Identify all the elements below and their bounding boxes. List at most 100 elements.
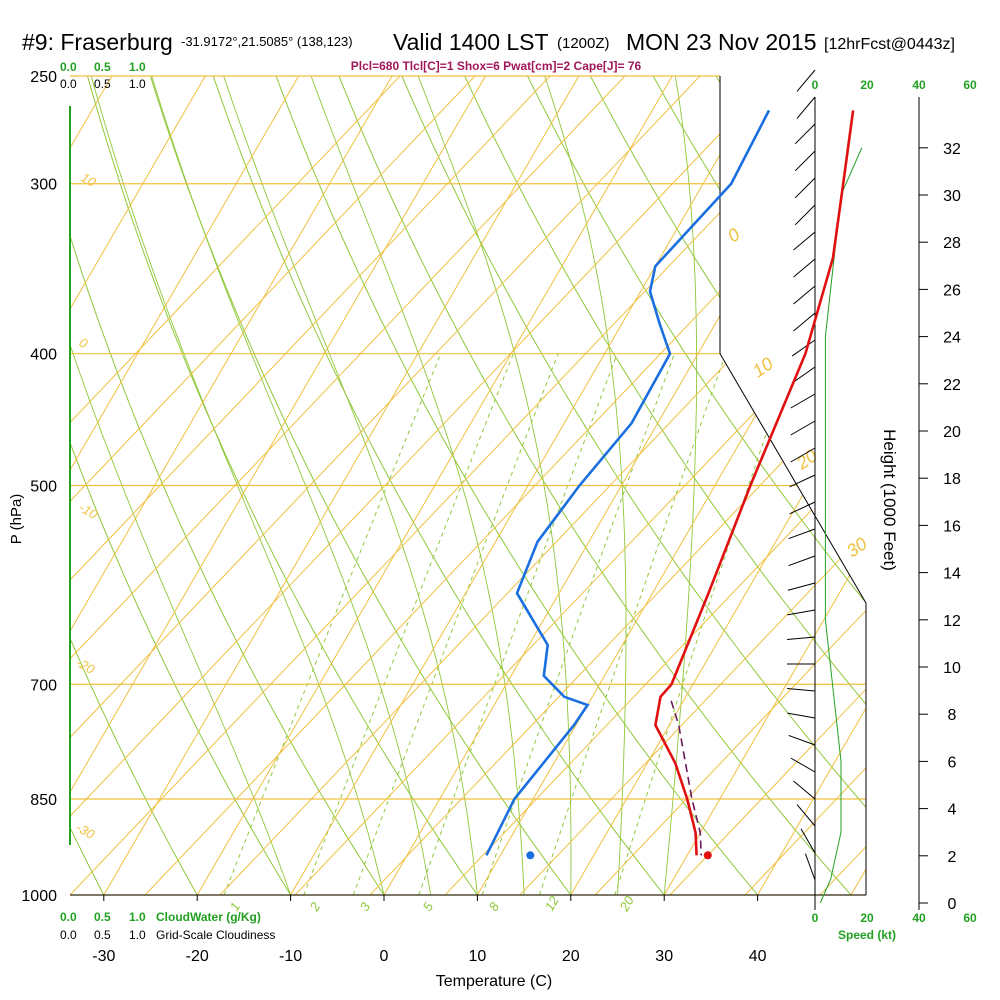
- speed-top-40: 40: [912, 78, 926, 92]
- isotherm: [0, 52, 32, 924]
- isotherm-label: 0: [77, 335, 91, 352]
- wind-barb: [793, 231, 816, 251]
- cloud-bot-black-2: 1.0: [129, 928, 146, 942]
- cloudwater-label: CloudWater (g/Kg): [156, 910, 261, 924]
- temp-tick-label: 10: [469, 948, 487, 965]
- temp-tick-label: 20: [562, 948, 580, 965]
- plot-frame: [719, 76, 867, 895]
- isotherm: [70, 76, 500, 895]
- isotherm: [740, 76, 866, 895]
- isotherm-label: 10: [749, 353, 777, 381]
- moist-adiabat: [301, 76, 525, 895]
- isotherm-cross: [70, 76, 591, 895]
- isotherm: [833, 76, 866, 895]
- pressure-tick-label: 700: [30, 677, 57, 694]
- wind-barb: [788, 528, 816, 540]
- speed-top-20: 20: [860, 78, 874, 92]
- height-axis-title: Height (1000 Feet): [880, 429, 899, 571]
- isotherm-cross: [369, 76, 866, 895]
- speed-top-0: 0: [812, 78, 819, 92]
- isotherm-cross: [744, 76, 866, 895]
- speed-bot-40: 40: [912, 911, 926, 925]
- height-tick-label: 14: [943, 566, 961, 583]
- pressure-tick-label: 500: [30, 479, 57, 496]
- dry-adiabat: [70, 76, 120, 895]
- mixing-ratio-label: 12: [542, 893, 563, 914]
- height-tick-label: 6: [948, 754, 957, 771]
- title-zulu: (1200Z): [557, 35, 610, 52]
- height-tick-label: 24: [943, 330, 961, 347]
- wind-barb: [793, 780, 816, 800]
- speed-bot-0: 0: [812, 911, 819, 925]
- wind-barb: [796, 96, 816, 119]
- isotherm-cross: [70, 76, 666, 895]
- isotherm: [86, 76, 594, 895]
- height-tick-label: 22: [943, 377, 961, 394]
- isotherm-label: 10: [79, 170, 100, 191]
- cloud-top-green-0: 0.0: [60, 60, 77, 74]
- background-lines: [0, 52, 1000, 924]
- cloud-top-black-2: 1.0: [129, 77, 146, 91]
- height-tick-label: 32: [943, 141, 961, 158]
- title-fcst: [12hrFcst@0443z]: [824, 36, 955, 53]
- dry-adiabat: [70, 76, 404, 895]
- title-valid: Valid 1400 LST: [393, 29, 549, 55]
- isotherm-cross: [70, 76, 516, 895]
- title-coords: -31.9172°,21.5085° (138,123): [181, 34, 353, 49]
- moist-adiabat: [144, 76, 432, 895]
- moist-adiabat: [536, 76, 627, 895]
- height-tick-label: 30: [943, 188, 961, 205]
- dry-adiabat: [0, 52, 24, 924]
- temp-tick-label: -20: [186, 948, 209, 965]
- dry-adiabat: [453, 76, 866, 895]
- dry-adiabat: [825, 76, 866, 895]
- wind-barb: [793, 258, 816, 278]
- mixing-ratio-label: 3: [357, 899, 374, 913]
- wind-barb: [790, 757, 816, 773]
- isotherm-cross: [144, 76, 866, 895]
- cloud-bot-black-1: 0.5: [94, 928, 111, 942]
- isotherm: [70, 76, 407, 895]
- wind-barb: [793, 285, 816, 305]
- speed-bot-20: 20: [860, 911, 874, 925]
- mixing-ratio-label: 5: [420, 899, 437, 913]
- temp-tick-label: 0: [380, 948, 389, 965]
- pressure-tick-label: 250: [30, 69, 57, 86]
- isotherm: [180, 76, 687, 895]
- cloud-bot-green-1: 0.5: [94, 910, 111, 924]
- isotherm: [928, 52, 1000, 924]
- wind-barb: [790, 447, 816, 463]
- isotherm-cross: [669, 76, 866, 895]
- wind-barb: [793, 312, 816, 332]
- height-tick-label: 10: [943, 660, 961, 677]
- dry-adiabat: [577, 76, 866, 895]
- height-tick-label: 28: [943, 235, 961, 252]
- wind-barb: [791, 366, 816, 384]
- pressure-tick-label: 850: [30, 792, 57, 809]
- height-tick-label: 12: [943, 613, 961, 630]
- wind-barb: [791, 339, 816, 357]
- wind-barb: [789, 474, 816, 488]
- wind-barb: [794, 150, 816, 172]
- cloud-top-green-1: 0.5: [94, 60, 111, 74]
- isotherm: [647, 76, 866, 895]
- isotherm-label: -20: [74, 655, 98, 678]
- isotherm-label: 30: [843, 533, 871, 561]
- mixing-ratio-line: [352, 353, 559, 895]
- parcel-path-line: [670, 700, 702, 856]
- wind-barb: [796, 69, 816, 92]
- cloud-bot-green-2: 1.0: [129, 910, 146, 924]
- wind-barb: [790, 420, 816, 436]
- isotherm-cross: [70, 76, 741, 895]
- moist-adiabat: [84, 76, 385, 895]
- temp-tick-label: 30: [655, 948, 673, 965]
- wind-barb: [800, 828, 816, 854]
- mixing-ratio-line: [481, 353, 675, 895]
- isotherm: [273, 76, 781, 895]
- cloud-bot-green-0: 0.0: [60, 910, 77, 924]
- isotherm-label: 20: [792, 445, 821, 473]
- speed-top-60: 60: [963, 78, 977, 92]
- isotherm: [366, 76, 866, 895]
- height-tick-label: 0: [948, 896, 957, 913]
